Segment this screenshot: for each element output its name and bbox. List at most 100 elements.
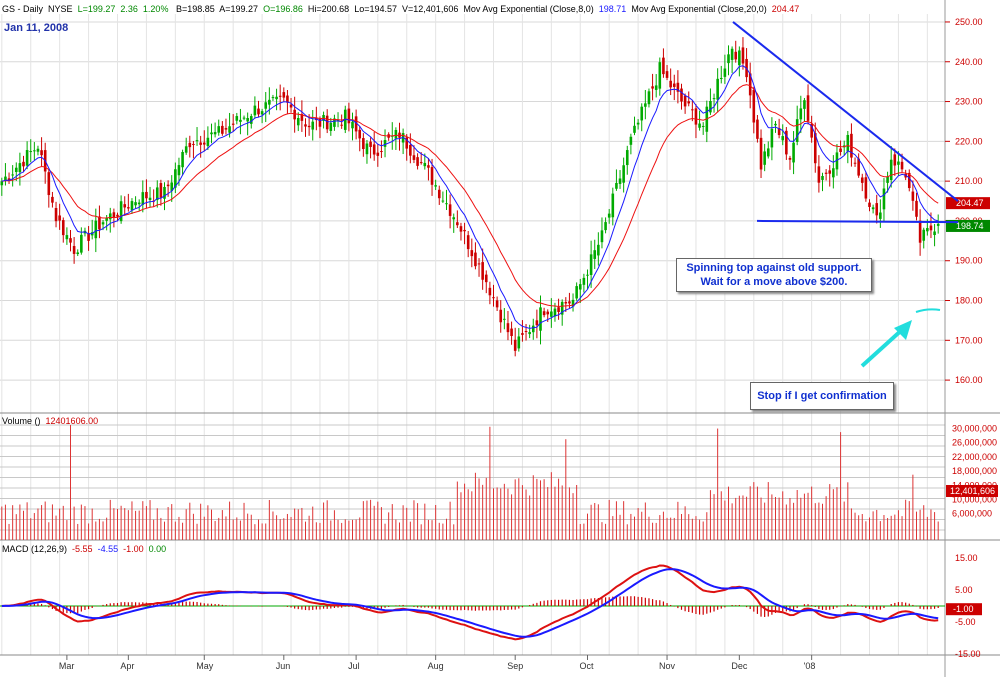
candle-body [777, 127, 781, 136]
candle-body [192, 143, 195, 145]
candle-body [484, 274, 488, 283]
candle-body [719, 77, 723, 79]
candle-body [383, 140, 387, 147]
candle-body [806, 95, 810, 121]
volume-header: Volume () 12401606.00 [2, 416, 98, 426]
candle-body [557, 307, 560, 312]
candle-body [311, 121, 315, 130]
candle-body [253, 105, 257, 116]
last-price-tag-text: 198.74 [956, 221, 984, 231]
macd-histogram [0, 596, 945, 617]
candle-body [98, 216, 101, 230]
resistance-trendline [732, 21, 959, 202]
candle-body [376, 152, 380, 156]
candle-body [593, 250, 597, 259]
candle-body [730, 48, 734, 60]
candle-body [647, 91, 651, 105]
candle-body [365, 143, 369, 155]
candle-body [181, 151, 184, 168]
macd-tick-label: 15.00 [955, 553, 978, 563]
candle-body [640, 106, 644, 121]
candle-body [503, 318, 506, 320]
candle-body [249, 116, 253, 124]
candle-body [275, 96, 278, 100]
time-tick-label: Jul [348, 661, 360, 671]
candle-body [774, 123, 777, 126]
open-price: O=196.86 [263, 4, 303, 14]
candle-body [405, 137, 409, 149]
candle-body [795, 119, 799, 142]
macd-tick-label: 5.00 [955, 585, 973, 595]
candle-body [680, 88, 683, 102]
time-tick-label: Apr [120, 661, 134, 671]
volume-tick-label: 10,000,000 [952, 495, 997, 505]
candle-body [546, 311, 550, 315]
macd-header: MACD (12,26,9) -5.55 -4.55 -1.00 0.00 [2, 544, 166, 554]
candle-body [4, 176, 7, 181]
candle-body [80, 234, 83, 253]
candle-body [108, 213, 112, 220]
candle-body [636, 122, 640, 125]
drawings [732, 21, 959, 368]
candle-body [412, 155, 416, 160]
candle-body [517, 336, 521, 349]
candle-body [531, 325, 535, 333]
candle-body [296, 117, 300, 126]
candle-body [300, 114, 304, 121]
macd-value-tag [946, 603, 982, 616]
macd-tick-label: -5.00 [955, 617, 976, 627]
candle-body [466, 235, 470, 250]
candle-body [54, 208, 58, 222]
candle-body [788, 157, 792, 160]
candle-body [293, 109, 296, 120]
candle-body [709, 101, 712, 113]
time-tick-label: Mar [59, 661, 75, 671]
candle-body [716, 78, 719, 100]
candle-body [521, 333, 524, 335]
candle-body [578, 284, 582, 290]
candle-body [206, 137, 210, 146]
candle-body [456, 222, 459, 226]
annotation-spinning-top: Spinning top against old support. Wait f… [676, 258, 872, 292]
candle-body [112, 212, 116, 218]
candle-body [14, 167, 18, 172]
candle-body [622, 165, 625, 183]
candle-body [257, 108, 260, 115]
candle-body [810, 123, 813, 138]
candle-body [926, 228, 929, 232]
candle-body [202, 142, 206, 145]
candle-body [441, 200, 445, 202]
time-tick-label: Sep [507, 661, 523, 671]
candle-body [40, 150, 43, 156]
candle-body [629, 136, 633, 145]
candle-body [669, 80, 672, 88]
candle-body [231, 123, 235, 125]
candle-body [835, 152, 839, 170]
candle-body [828, 170, 832, 174]
ema8-label: Mov Avg Exponential (Close,8,0) [463, 4, 594, 14]
candle-body [434, 185, 437, 187]
candle-body [752, 89, 756, 123]
candle-body [362, 138, 365, 150]
indicator-lines [1, 65, 939, 641]
candle-body [615, 182, 618, 189]
candle-body [911, 191, 915, 201]
candle-body [354, 116, 358, 132]
candle-body [87, 233, 90, 241]
candle-body [907, 172, 911, 189]
candle-body [701, 125, 705, 127]
candle-body [770, 128, 774, 148]
macd-hist-value: -1.00 [123, 544, 144, 554]
time-tick-label: Dec [731, 661, 748, 671]
candle-body [470, 250, 474, 257]
arrow-stroke [915, 308, 941, 313]
candle-body [430, 167, 434, 185]
candle-body [676, 82, 680, 92]
candle-body [589, 254, 593, 275]
candle-body [477, 263, 481, 265]
candle-body [687, 101, 691, 104]
time-tick-label: '08 [804, 661, 816, 671]
candle-body [235, 116, 239, 121]
ask-price: A=199.27 [219, 4, 259, 14]
